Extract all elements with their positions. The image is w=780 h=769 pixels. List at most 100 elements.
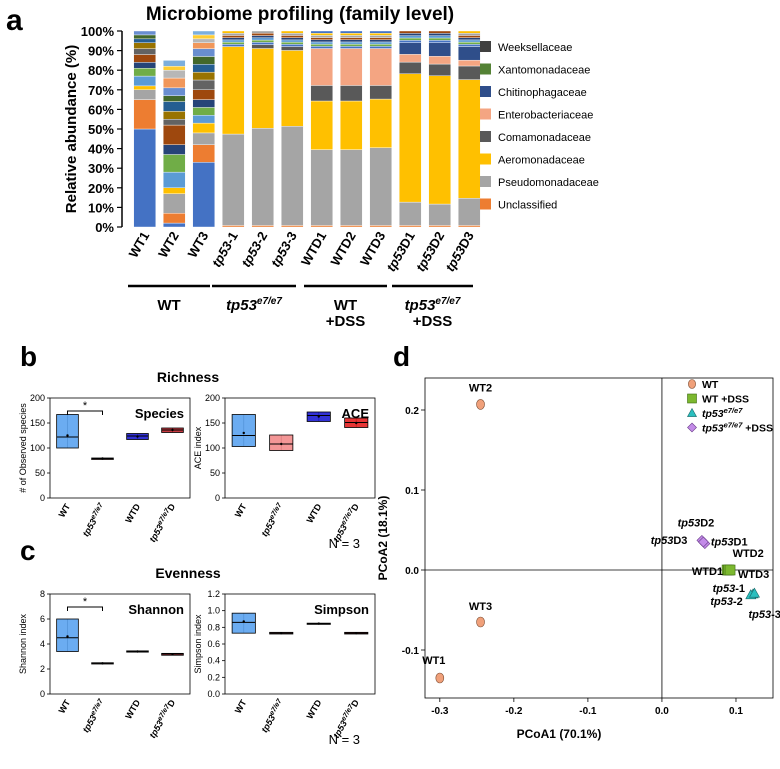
bar-segment-other-taxon bbox=[340, 39, 363, 43]
bar-segment-other-taxon bbox=[163, 171, 186, 188]
mean-point bbox=[242, 620, 245, 623]
bar-segment-unclassified bbox=[458, 225, 481, 228]
bar-segment-other-taxon bbox=[281, 35, 304, 38]
bar-segment-other-taxon bbox=[222, 44, 245, 47]
bar-segment-other-taxon bbox=[369, 46, 392, 49]
y-tick-label: 6 bbox=[40, 614, 45, 624]
bar-segment-other-taxon bbox=[428, 30, 451, 34]
bar-segment-unclassified bbox=[428, 225, 451, 228]
bar-segment-pseudomonadaceae bbox=[340, 149, 363, 226]
bar-segment-other-taxon bbox=[163, 111, 186, 120]
x-tick-label: WTD1 bbox=[298, 229, 329, 268]
bar-segment-other-taxon bbox=[340, 37, 363, 40]
data-point-wt3 bbox=[476, 616, 485, 628]
panel-d-letter: d bbox=[393, 341, 410, 372]
bar-segment-other-taxon bbox=[192, 122, 215, 134]
legend-swatch bbox=[480, 131, 491, 142]
significance-bracket bbox=[67, 410, 103, 415]
bar-segment-other-taxon bbox=[163, 69, 186, 79]
bar-segment-other-taxon bbox=[192, 64, 215, 73]
bar-segment-other-taxon bbox=[310, 35, 333, 38]
x-tick-label: WT2 bbox=[155, 229, 182, 260]
x-tick-label: tp53e7/e7D bbox=[147, 698, 177, 740]
bar-segment-other-taxon bbox=[222, 41, 245, 45]
legend-label: Unclassified bbox=[498, 200, 557, 212]
bar-segment-other-taxon bbox=[340, 35, 363, 38]
bar-segment-other-taxon bbox=[310, 46, 333, 49]
significance-star: * bbox=[83, 400, 88, 412]
bar-segment-other-taxon bbox=[458, 44, 481, 47]
bar-segment-pseudomonadaceae bbox=[310, 149, 333, 226]
y-tick-label: 0.4 bbox=[207, 656, 220, 666]
significance-star: * bbox=[83, 596, 88, 608]
legend-label: Aeromonadaceae bbox=[498, 155, 585, 167]
bar-segment-other-taxon bbox=[192, 79, 215, 91]
mean-point bbox=[317, 622, 320, 625]
bar-segment-comamonadaceae bbox=[458, 65, 481, 80]
bar-segment-other-taxon bbox=[222, 37, 245, 41]
point-label: tp53D1 bbox=[711, 537, 748, 549]
point-label: WTD2 bbox=[733, 548, 764, 560]
mean-point bbox=[101, 457, 104, 460]
legend-label: Xantomonadaceae bbox=[498, 65, 590, 77]
bar-segment-other-taxon bbox=[251, 30, 274, 34]
bar-segment-pseudomonadaceae bbox=[222, 133, 245, 226]
bar-segment-other-taxon bbox=[310, 43, 333, 47]
chart-title: Microbiome profiling (family level) bbox=[146, 4, 454, 25]
bar-segment-pseudomonadaceae bbox=[369, 147, 392, 226]
bar-segment-other-taxon bbox=[251, 39, 274, 43]
evenness-box-plots: Evenness 0 2 4 6 8 Shannon index Shannon WT tp53e… bbox=[18, 565, 376, 747]
bar-segment-other-taxon bbox=[399, 37, 422, 41]
point-label: WTD1 bbox=[692, 566, 723, 578]
bar-segment-other-taxon bbox=[133, 128, 156, 228]
bar-segment-aeromonadaceae bbox=[251, 48, 274, 129]
legend-swatch bbox=[480, 41, 491, 52]
x-tick-label: tp53-2 bbox=[238, 229, 270, 270]
bar-segment-comamonadaceae bbox=[399, 61, 422, 74]
x-tick-label: WTD2 bbox=[327, 229, 358, 268]
plot-title: Shannon bbox=[128, 602, 184, 617]
x-tick-label: 0.0 bbox=[655, 706, 669, 717]
legend-marker bbox=[688, 379, 696, 389]
bar-segment-other-taxon bbox=[192, 42, 215, 49]
bar-segment-chitinophagaceae bbox=[399, 42, 422, 55]
x-tick-label: tp53e7/e7 bbox=[259, 697, 286, 734]
box bbox=[231, 612, 256, 634]
x-tick-label: WT bbox=[233, 698, 249, 716]
y-tick-label: 1.2 bbox=[207, 589, 220, 599]
point-label: WT2 bbox=[469, 382, 492, 394]
bar-segment-aeromonadaceae bbox=[458, 79, 481, 199]
bar-segment-enterobacteriaceae bbox=[428, 56, 451, 65]
y-tick-label: 100 bbox=[205, 443, 220, 453]
y-tick-label: 150 bbox=[205, 418, 220, 428]
legend-marker bbox=[686, 407, 698, 417]
n-label: N = 3 bbox=[329, 536, 360, 551]
x-tick-label: tp53D3 bbox=[442, 229, 477, 274]
bar-segment-chitinophagaceae bbox=[458, 46, 481, 61]
pcoa-scatter-plot: -0.3 -0.2 -0.1 0.0 0.1 -0.1 0.0 0.1 0.2 PCoA1 (70… bbox=[376, 377, 780, 741]
y-tick-label: 70% bbox=[88, 83, 114, 98]
y-tick-label: 0% bbox=[95, 220, 114, 235]
panel-a-letter: a bbox=[6, 4, 23, 37]
mean-point bbox=[242, 431, 245, 435]
x-tick-label: -0.1 bbox=[579, 706, 597, 717]
bar-segment-aeromonadaceae bbox=[340, 100, 363, 150]
y-axis-label: Shannon index bbox=[18, 613, 28, 674]
bar-segment-other-taxon bbox=[428, 35, 451, 39]
x-tick-label: WT bbox=[57, 698, 73, 716]
bar-segment-other-taxon bbox=[192, 89, 215, 100]
bar-segment-other-taxon bbox=[192, 56, 215, 65]
bar-segment-other-taxon bbox=[369, 35, 392, 38]
bar-segment-other-taxon bbox=[281, 44, 304, 47]
mean-point bbox=[171, 653, 174, 656]
y-tick-label: 200 bbox=[205, 393, 220, 403]
bar-segment-other-taxon bbox=[163, 124, 186, 145]
bar-segment-other-taxon bbox=[133, 75, 156, 87]
bar-segment-other-taxon bbox=[163, 60, 186, 67]
x-tick-label: WTD bbox=[123, 502, 142, 525]
bar-segment-other-taxon bbox=[281, 37, 304, 41]
box bbox=[269, 434, 294, 451]
x-tick-label: tp53e7/e7 bbox=[81, 501, 108, 538]
bar-segment-unclassified bbox=[399, 225, 422, 228]
bar-segment-other-taxon bbox=[133, 89, 156, 100]
